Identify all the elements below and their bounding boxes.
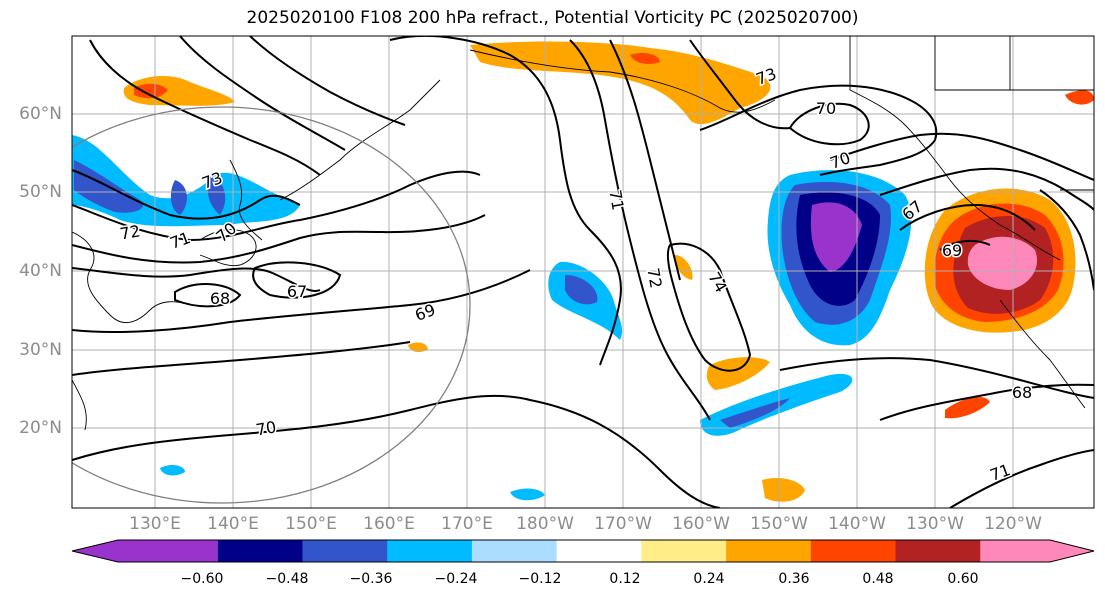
lon-label: 140°W [828, 514, 886, 534]
pv-positive-region [675, 255, 693, 280]
colorbar-tick-label: −0.36 [349, 571, 393, 587]
colorbar-segment [980, 540, 1094, 562]
lon-label: 120°W [984, 514, 1042, 534]
colorbar-segment [471, 540, 558, 562]
contour-label: 68 [1012, 383, 1032, 402]
contour-label: 72 [118, 221, 141, 243]
colorbar-tick-label: 0.12 [609, 571, 641, 587]
colorbar-tick-label: 0.36 [778, 571, 810, 587]
lon-label: 150°W [750, 514, 808, 534]
pv-positive-region [630, 52, 660, 64]
colorbar-outline [71, 539, 1095, 563]
colorbar-segment [895, 540, 981, 562]
lon-label: 150°E [285, 514, 337, 534]
pv-negative-region [160, 465, 185, 476]
lon-label: 130°W [906, 514, 964, 534]
pv-positive-region [945, 396, 990, 419]
colorbar-segment [217, 540, 303, 562]
pv-positive-region [967, 236, 1038, 290]
pv-negative-region [810, 202, 862, 272]
lat-lon-grid [72, 36, 1094, 508]
pv-negative-region [170, 180, 187, 215]
lon-label: 160°W [672, 514, 730, 534]
colorbar-segment [641, 540, 727, 562]
lon-label: 130°E [129, 514, 181, 534]
colorbar-tick-label: 0.60 [947, 571, 979, 587]
lon-label: 140°E [207, 514, 259, 534]
lon-label: 160°E [363, 514, 415, 534]
contour-label: 69 [942, 241, 962, 260]
colorbar-tick-label: −0.60 [180, 571, 224, 587]
colorbar-segment [810, 540, 897, 562]
pv-positive-region [123, 76, 235, 106]
pv-negative-region [565, 275, 598, 305]
pv-negative-region [510, 488, 545, 501]
chart-title: 2025020100 F108 200 hPa refract., Potent… [246, 8, 859, 28]
pv-positive-region [134, 83, 168, 99]
pv-positive-region [706, 357, 770, 390]
colorbar-segment [726, 540, 812, 562]
pv-negative-region [720, 398, 790, 428]
lat-label: 60°N [19, 104, 62, 124]
plot-frame [71, 35, 1095, 509]
lat-label: 30°N [19, 340, 62, 360]
pv-positive-region [762, 478, 805, 502]
range-circle [72, 106, 471, 504]
lon-label: 170°W [594, 514, 652, 534]
lon-label: 170°E [441, 514, 493, 534]
contour-label: 67 [287, 282, 307, 301]
colorbar-tick-label: 0.48 [862, 571, 894, 587]
colorbar-tick-label: 0.24 [693, 571, 725, 587]
colorbar-segment [387, 540, 473, 562]
colorbar-segment [302, 540, 388, 562]
colorbar-segment [72, 540, 218, 562]
contour-label: 68 [210, 289, 230, 308]
colorbar-tick-label: −0.24 [434, 571, 478, 587]
colorbar-tick-label: −0.12 [518, 571, 562, 587]
lat-label: 40°N [19, 261, 62, 281]
pv-positive-region [1065, 90, 1094, 105]
lat-label: 50°N [19, 182, 62, 202]
colorbar-segment [556, 540, 642, 562]
refractivity-contours [72, 36, 1094, 508]
colorbar-tick-label: −0.48 [265, 571, 309, 587]
lat-label: 20°N [19, 418, 62, 438]
contour-label: 70 [816, 99, 836, 118]
lon-label: 180°W [516, 514, 574, 534]
pv-negative-region [207, 175, 226, 215]
